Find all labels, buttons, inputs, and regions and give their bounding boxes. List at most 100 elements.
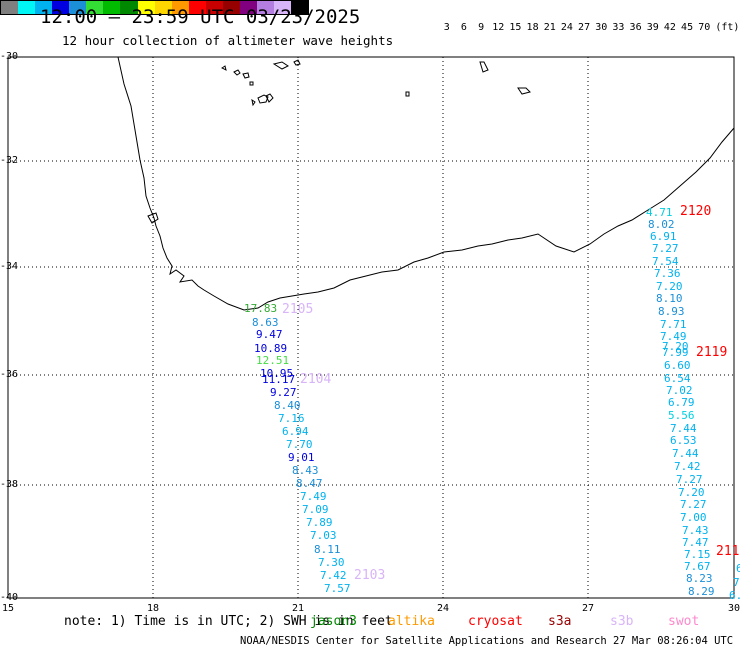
satellite-name: swot — [668, 614, 700, 629]
wave-height-value: 17.83 — [244, 302, 278, 315]
scale-swatch — [239, 1, 257, 14]
scale-swatch — [137, 1, 155, 14]
wave-height-value: 7.03 — [310, 529, 337, 542]
wave-height-value: 7.47 — [682, 536, 709, 549]
scale-swatch — [188, 1, 206, 14]
wave-height-value: 7.57 — [324, 582, 351, 595]
coast-bay — [147, 212, 159, 224]
wave-height-value: 7.20 — [656, 280, 683, 293]
scale-label: 27 — [578, 22, 591, 33]
scale-swatch — [86, 1, 104, 14]
scale-swatch — [18, 1, 36, 14]
footnote: note: 1) Time is in UTC; 2) SWH is in fe… — [64, 614, 393, 629]
map-title: 12:00 – 23:59 UTC 03/23/2025 — [40, 6, 361, 28]
scale-swatch — [103, 1, 121, 14]
wave-height-value: 6.54 — [664, 372, 691, 385]
lon-tick-label: 24 — [436, 603, 450, 614]
scale-unit: (ft) — [715, 22, 740, 33]
lat-tick-label: -36 — [0, 369, 19, 380]
wave-height-value: 7.27 — [652, 242, 679, 255]
satellite-name: s3b — [610, 614, 634, 629]
wave-height-value: 11.17 — [262, 373, 296, 386]
lon-tick-label: 27 — [581, 603, 595, 614]
track-id-label: 2104 — [300, 372, 332, 387]
satellite-name: jason3 — [310, 614, 357, 629]
wave-height-value: 7 — [733, 576, 740, 589]
scale-label: 6 — [460, 22, 467, 33]
wave-height-value: 6. — [729, 589, 740, 602]
track-id-label: 2120 — [680, 204, 712, 219]
lat-tick-label: -40 — [0, 592, 19, 603]
scale-label: 3 — [443, 22, 450, 33]
wave-height-value: 7.36 — [654, 267, 681, 280]
scale-label: 42 — [663, 22, 676, 33]
wave-height-value: 9.47 — [256, 328, 283, 341]
lon-tick-label: 30 — [727, 603, 740, 614]
wave-height-value: 6.91 — [650, 230, 677, 243]
wave-height-value: 7.42 — [674, 460, 701, 473]
wave-height-value: 10.95 — [260, 367, 294, 380]
satellite-name: cryosat — [468, 614, 523, 629]
wave-height-value: 8.40 — [274, 399, 301, 412]
wave-height-value: 6.53 — [670, 434, 697, 447]
scale-label: 30 — [595, 22, 608, 33]
wave-height-value: 7.09 — [302, 503, 329, 516]
wave-height-value: 7.27 — [680, 498, 707, 511]
wave-height-value: 7.49 — [660, 330, 687, 343]
wave-height-value: 8.11 — [314, 543, 341, 556]
wave-height-value: 9.01 — [288, 451, 315, 464]
scale-swatch — [205, 1, 223, 14]
wave-height-value: 7.71 — [660, 318, 687, 331]
wave-height-value: 4.71 — [646, 206, 673, 219]
scale-swatch — [291, 1, 309, 14]
wave-height-value: 7.89 — [306, 516, 333, 529]
wave-height-value: 7.70 — [286, 438, 313, 451]
wave-height-value: 7.27 — [676, 473, 703, 486]
wave-height-value: 10.89 — [254, 342, 288, 355]
lon-tick-label: 21 — [291, 603, 305, 614]
wave-height-value: 8.23 — [686, 572, 713, 585]
scale-swatch — [1, 1, 19, 14]
scale-swatch — [35, 1, 53, 14]
scale-label: 39 — [646, 22, 659, 33]
track-id-label: 2103 — [354, 568, 386, 583]
scale-label: 24 — [560, 22, 573, 33]
track-id-label: 2119 — [696, 345, 728, 360]
wave-height-value: 12.51 — [256, 354, 290, 367]
track-id-label: 211 — [716, 544, 740, 559]
wave-height-value: 9.27 — [270, 386, 297, 399]
wave-height-value: 8.43 — [292, 464, 319, 477]
wave-height-value: 6.60 — [664, 359, 691, 372]
wave-height-value: 7.20 — [678, 486, 705, 499]
scale-label: 18 — [526, 22, 539, 33]
satellite-name: altika — [388, 614, 435, 629]
wave-height-value: 7.54 — [652, 255, 679, 268]
scale-label: 9 — [478, 22, 485, 33]
wave-height-value: 7.02 — [666, 384, 693, 397]
map-frame — [7, 56, 735, 599]
wave-height-value: 5.56 — [668, 409, 695, 422]
islands — [221, 59, 531, 107]
scale-swatch — [222, 1, 240, 14]
wave-height-value: 8.47 — [296, 477, 323, 490]
wave-height-value: 7.49 — [300, 490, 327, 503]
wave-height-value: 7.44 — [672, 447, 699, 460]
wave-height-value: 8.63 — [252, 316, 279, 329]
scale-label: 12 — [492, 22, 505, 33]
scale-swatch — [69, 1, 87, 14]
scale-label: 36 — [629, 22, 642, 33]
wave-height-value: 8.29 — [688, 585, 715, 598]
wave-height-value: 7.15 — [684, 548, 711, 561]
wave-height-value: 7.99 — [662, 346, 689, 359]
wave-height-value: 7.30 — [318, 556, 345, 569]
lat-tick-label: -34 — [0, 261, 19, 272]
lat-tick-label: -32 — [0, 155, 19, 166]
coastline — [117, 56, 735, 311]
scale-swatch — [120, 1, 138, 14]
satellite-name: s3a — [548, 614, 572, 629]
wave-height-value: 7.20 — [662, 340, 689, 353]
scale-swatch — [256, 1, 274, 14]
wave-height-value: 7.44 — [670, 422, 697, 435]
map-subtitle: 12 hour collection of altimeter wave hei… — [62, 33, 394, 48]
